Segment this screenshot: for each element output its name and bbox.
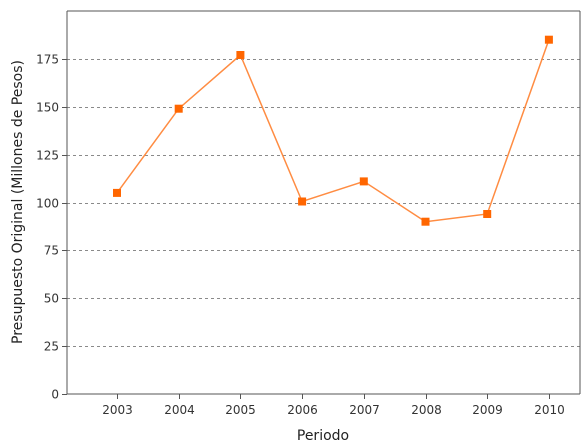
y-tick-label: 0	[51, 388, 59, 402]
x-tick-label: 2007	[349, 403, 380, 417]
data-point-marker[interactable]	[298, 197, 307, 206]
y-tick-label: 175	[36, 53, 59, 67]
data-point-marker[interactable]	[483, 210, 492, 218]
data-point-marker[interactable]	[421, 217, 430, 226]
y-tick-label: 125	[36, 149, 59, 163]
x-tick-label: 2004	[164, 403, 195, 417]
x-axis-ticks: 2003 2004 2005 2006 2007 2008 2009 2010	[102, 394, 565, 417]
x-tick-label: 2010	[534, 403, 565, 417]
data-point-marker[interactable]	[113, 188, 121, 197]
y-axis-ticks: 0 25 50 75 100 125 150 175	[36, 53, 67, 402]
data-point-marker[interactable]	[544, 35, 553, 44]
y-tick-label: 150	[36, 101, 59, 115]
y-axis-title: Presupuesto Original (Millones de Pesos)	[10, 60, 26, 344]
data-point-marker[interactable]	[174, 104, 183, 113]
series-layer	[113, 35, 553, 226]
x-tick-label: 2009	[472, 403, 503, 417]
x-tick-label: 2005	[225, 403, 256, 417]
x-tick-label: 2008	[411, 403, 442, 417]
y-tick-label: 25	[44, 340, 59, 354]
data-point-marker[interactable]	[236, 51, 245, 59]
x-axis-title: Periodo	[297, 428, 349, 444]
grid-lines	[67, 59, 580, 347]
y-tick-label: 75	[44, 244, 59, 258]
data-point-marker[interactable]	[359, 177, 368, 186]
y-tick-label: 50	[44, 292, 59, 306]
x-tick-label: 2006	[287, 403, 318, 417]
y-tick-label: 100	[36, 197, 59, 211]
axes	[66, 10, 581, 395]
x-tick-label: 2003	[102, 403, 133, 417]
series-line	[116, 39, 550, 223]
